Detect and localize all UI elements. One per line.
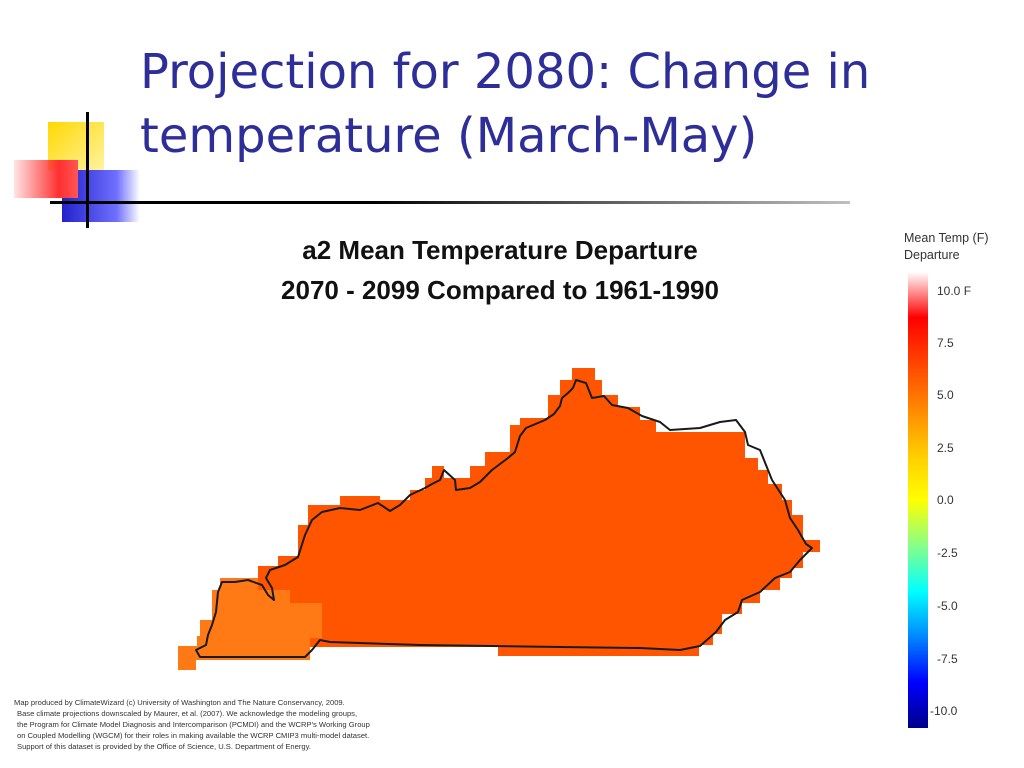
map-title: a2 Mean Temperature Departure 2070 - 209… (180, 230, 820, 310)
legend-tick: 2.5 (937, 441, 954, 455)
slide-title-line2: temperature (March-May) (140, 108, 758, 164)
credit-line: the Program for Climate Model Diagnosis … (17, 720, 370, 729)
legend-title-line1: Mean Temp (F) (904, 231, 989, 245)
map-title-line2: 2070 - 2099 Compared to 1961-1990 (281, 275, 719, 305)
credit-line: on Coupled Modelling (WGCM) for their ro… (17, 731, 370, 740)
map-fill-region (178, 368, 820, 670)
legend-tick: 7.5 (937, 336, 954, 350)
legend-tick: -5.0 (937, 599, 958, 613)
legend-title-line2: Departure (904, 248, 960, 262)
decor-red-square (14, 160, 78, 198)
map-credit-text: Map produced by ClimateWizard (c) Univer… (14, 697, 444, 752)
credit-line: Map produced by ClimateWizard (c) Univer… (14, 698, 345, 707)
decor-vertical-line (86, 112, 89, 228)
kentucky-border-outline (195, 379, 813, 658)
legend-tick: 0.0 (937, 493, 954, 507)
title-divider (50, 201, 850, 204)
map-title-line1: a2 Mean Temperature Departure (302, 235, 698, 265)
slide-title: Projection for 2080: Change in temperatu… (140, 40, 1020, 168)
legend-tick: 10.0 F (937, 284, 972, 298)
legend-title: Mean Temp (F) Departure (904, 230, 989, 264)
legend-tick: 5.0 (937, 388, 954, 402)
credit-line: Support of this dataset is provided by t… (17, 742, 311, 751)
map-fill-region-west (178, 578, 322, 670)
legend-color-scale (908, 272, 928, 728)
credit-line: Base climate projections downscaled by M… (17, 709, 358, 718)
legend-tick: -2.5 (937, 546, 958, 560)
slide-title-line1: Projection for 2080: Change in (140, 44, 871, 100)
legend-tick: -10.0 (930, 704, 958, 718)
legend-tick: -7.5 (937, 652, 958, 666)
